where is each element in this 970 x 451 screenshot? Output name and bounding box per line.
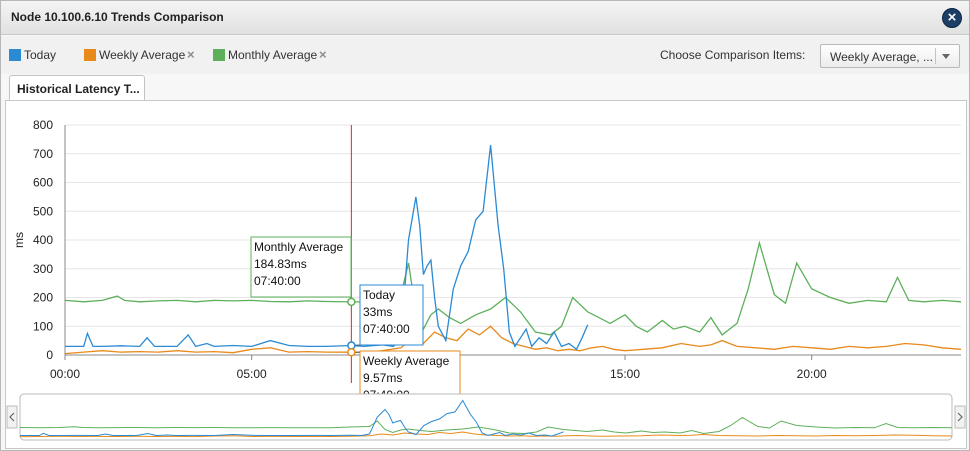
- y-tick-label: 300: [33, 262, 53, 276]
- chevron-down-icon[interactable]: [942, 54, 950, 59]
- tooltip-marker: [347, 347, 356, 357]
- tooltip-text: Monthly Average: [254, 240, 343, 254]
- legend-item-weekly-average[interactable]: Weekly Average ×: [84, 47, 199, 63]
- title-bar: Node 10.100.6.10 Trends Comparison ×: [1, 1, 969, 35]
- y-axis-label: ms: [12, 232, 26, 248]
- window-title: Node 10.100.6.10 Trends Comparison: [11, 10, 224, 24]
- x-tick-label: 05:00: [237, 367, 267, 381]
- tooltip-text: 07:40:00: [363, 322, 410, 336]
- chevron-right-icon[interactable]: [954, 405, 966, 429]
- legend-label: Monthly Average: [228, 48, 318, 62]
- x-tick-label: 15:00: [610, 367, 640, 381]
- tooltip-text: 9.57ms: [363, 371, 402, 385]
- chevron-right-glyph: [957, 412, 963, 422]
- comparison-label: Choose Comparison Items:: [660, 48, 806, 62]
- y-tick-label: 0: [46, 348, 53, 362]
- legend-swatch-monthly-average: [213, 49, 225, 61]
- y-tick-label: 400: [33, 233, 53, 247]
- tab-historical-latency[interactable]: Historical Latency T...: [9, 75, 145, 101]
- series-line-monthly-average: [64, 240, 962, 336]
- x-tick-label: 00:00: [50, 367, 80, 381]
- x-tick-label: 20:00: [797, 367, 827, 381]
- y-tick-label: 700: [33, 147, 53, 161]
- legend-label: Weekly Average: [99, 48, 186, 62]
- tab-label: Historical Latency T...: [17, 82, 140, 96]
- dropdown-separator: [935, 48, 936, 64]
- tooltip-marker: [347, 297, 356, 307]
- comparison-selected-value: Weekly Average, ...: [830, 50, 933, 64]
- tooltip-text: 184.83ms: [254, 257, 307, 271]
- y-tick-label: 600: [33, 176, 53, 190]
- comparison-dropdown[interactable]: Weekly Average, ...: [820, 44, 960, 68]
- navigator-box[interactable]: [19, 393, 953, 441]
- chevron-left-glyph: [9, 412, 15, 422]
- y-tick-label: 200: [33, 291, 53, 305]
- tooltip-box: [359, 284, 424, 346]
- close-icon[interactable]: ×: [942, 8, 962, 28]
- legend-swatch-today: [9, 49, 21, 61]
- navigator-series-today: [20, 399, 564, 437]
- y-tick-label: 500: [33, 204, 53, 218]
- tooltip-text: 07:40:00: [254, 274, 301, 288]
- series-line-today: [65, 145, 589, 351]
- navigator-series-weekly-average: [19, 431, 953, 438]
- latency-chart[interactable]: 010020030040050060070080000:0005:0010:00…: [6, 101, 966, 448]
- y-tick-label: 100: [33, 319, 53, 333]
- tooltip-marker: [347, 341, 356, 350]
- navigator-series-monthly-average: [19, 416, 953, 435]
- tooltip-text: Weekly Average: [363, 354, 450, 368]
- tooltip-box: [250, 236, 352, 298]
- tooltip-text: Today: [363, 288, 395, 302]
- series-line-weekly-average: [64, 325, 962, 355]
- remove-monthly-average-icon[interactable]: ×: [319, 47, 327, 62]
- toolbar: Today Weekly Average × Monthly Average ×…: [1, 36, 969, 74]
- legend-swatch-weekly-average: [84, 49, 96, 61]
- y-tick-label: 800: [33, 118, 53, 132]
- chevron-left-icon[interactable]: [6, 405, 18, 429]
- legend-label: Today: [24, 48, 57, 62]
- remove-weekly-average-icon[interactable]: ×: [187, 47, 195, 62]
- chart-panel: 010020030040050060070080000:0005:0010:00…: [5, 100, 967, 449]
- tooltip-text: 33ms: [363, 305, 392, 319]
- legend-item-monthly-average[interactable]: Monthly Average ×: [213, 47, 333, 63]
